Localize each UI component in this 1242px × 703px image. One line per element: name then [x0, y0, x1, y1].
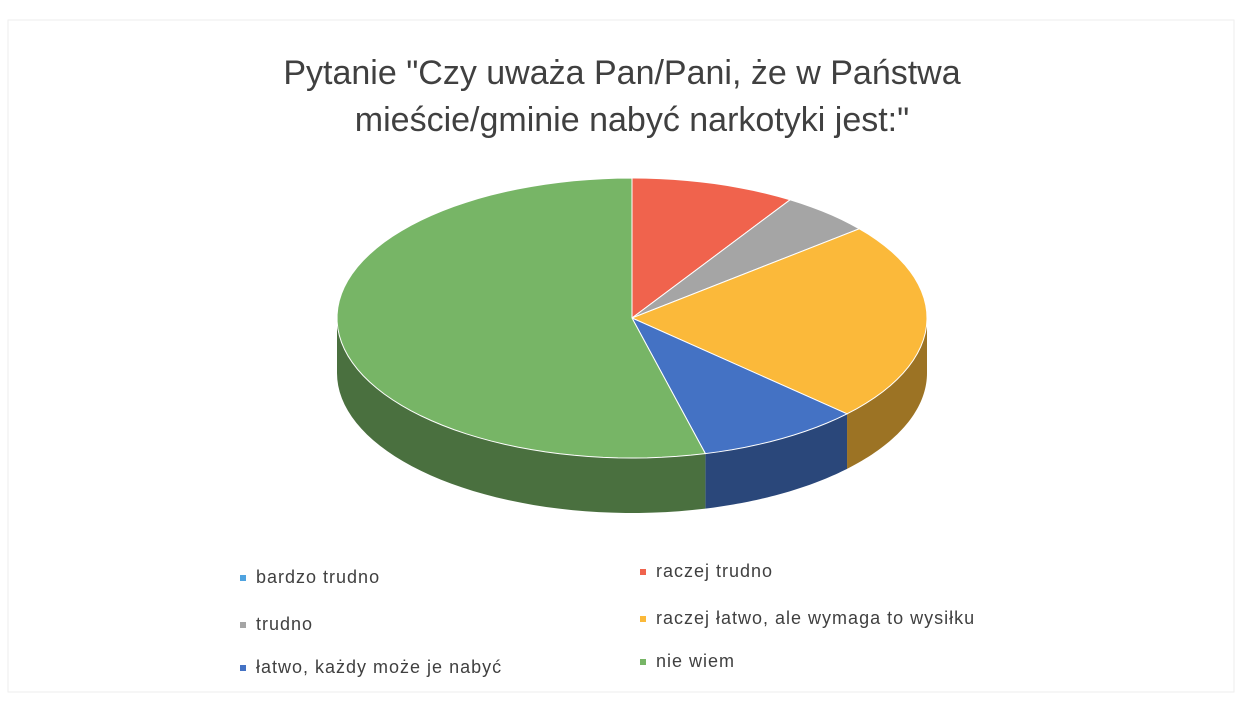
- slice-side: [337, 318, 706, 513]
- legend-marker: [640, 659, 646, 665]
- chart-title: Pytanie "Czy uważa Pan/Pani, że w Państw…: [283, 54, 960, 92]
- legend-label: raczej trudno: [656, 561, 773, 581]
- legend-label: łatwo, każdy może je nabyć: [256, 657, 502, 677]
- slice: [336, 177, 707, 459]
- legend-marker: [640, 569, 646, 575]
- legend-label: bardzo trudno: [256, 567, 380, 587]
- legend-label: nie wiem: [656, 651, 735, 671]
- slice-side: [847, 318, 927, 469]
- legend-marker: [240, 622, 246, 628]
- legend-marker: [240, 665, 246, 671]
- slice: [631, 199, 861, 319]
- slice: [630, 316, 849, 455]
- slice-side: [705, 413, 848, 509]
- legend-label: raczej łatwo, ale wymaga to wysiłku: [656, 608, 975, 628]
- legend-label: trudno: [256, 614, 313, 634]
- chart-title: mieście/gminie nabyć narkotyki jest:": [355, 101, 909, 139]
- legend-marker: [640, 616, 646, 622]
- slice: [630, 228, 928, 415]
- legend-marker: [240, 575, 246, 581]
- slice: [631, 177, 792, 319]
